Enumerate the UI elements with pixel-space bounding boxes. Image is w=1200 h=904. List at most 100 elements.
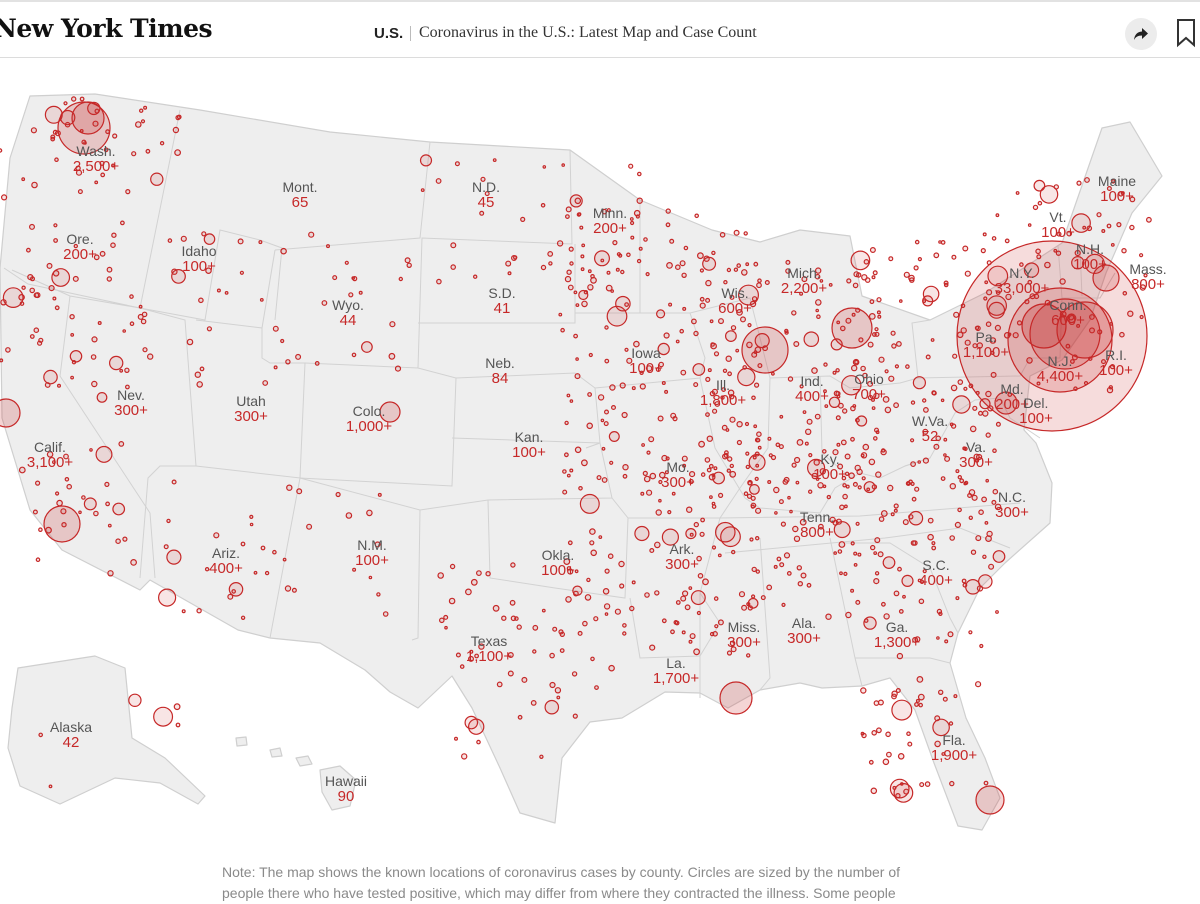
county-case-circle — [622, 631, 627, 636]
nyt-logo[interactable]: New York Times — [0, 14, 213, 43]
county-case-circle — [957, 379, 964, 385]
county-case-circle — [943, 453, 947, 457]
county-case-circle — [131, 151, 137, 157]
state-label: Ohio 700+ — [852, 372, 886, 402]
county-case-circle — [931, 545, 937, 551]
county-case-circle — [870, 544, 876, 551]
county-case-circle — [29, 223, 36, 230]
border-west-8 — [304, 149, 573, 369]
county-case-circle — [81, 495, 86, 500]
county-case-circle — [61, 522, 67, 528]
state-case-count: 400+ — [919, 571, 953, 589]
county-case-circle — [823, 362, 828, 367]
county-case-circle — [618, 253, 623, 258]
county-case-circle — [173, 703, 181, 711]
county-case-circle — [272, 325, 279, 332]
county-case-circle — [751, 296, 758, 302]
county-case-circle — [975, 535, 982, 542]
county-case-circle — [680, 369, 687, 376]
county-case-circle — [631, 580, 636, 585]
county-case-circle — [376, 592, 381, 597]
county-case-circle — [866, 487, 871, 492]
county-case-circle — [1071, 354, 1078, 361]
bookmark-button[interactable] — [1175, 18, 1197, 48]
county-case-circle — [79, 96, 85, 102]
county-case-circle — [60, 508, 67, 515]
border-south-1 — [719, 502, 1021, 519]
county-case-circle — [206, 326, 212, 332]
county-case-circle — [492, 158, 497, 162]
state-case-count: 1,800+ — [699, 391, 747, 409]
county-case-circle — [911, 496, 917, 502]
county-case-circle — [713, 596, 719, 601]
county-case-circle — [258, 240, 263, 245]
county-case-circle — [100, 172, 106, 178]
county-case-circle — [796, 439, 804, 446]
county-case-circle — [137, 313, 144, 320]
county-case-circle — [789, 509, 793, 514]
state-case-count: 2,500+ — [72, 157, 120, 175]
county-case-circle — [679, 260, 686, 267]
county-case-circle — [587, 284, 594, 291]
county-case-circle — [853, 563, 858, 567]
county-case-circle — [129, 321, 135, 327]
state-case-count: 1,900+ — [930, 746, 978, 764]
county-case-circle — [658, 498, 662, 503]
county-case-circle — [606, 305, 628, 327]
county-case-circle — [216, 288, 221, 293]
county-case-circle — [764, 280, 770, 286]
county-case-circle — [991, 499, 997, 505]
county-case-circle — [730, 325, 737, 331]
county-case-circle — [321, 300, 328, 306]
county-case-circle — [707, 368, 712, 373]
county-case-circle — [806, 458, 826, 477]
county-case-circle — [203, 233, 216, 245]
county-case-circle — [858, 337, 864, 343]
county-case-circle — [38, 337, 44, 343]
county-case-circle — [870, 787, 878, 795]
county-case-circle — [314, 361, 320, 366]
county-case-circle — [725, 355, 732, 362]
state-label: S.D. 41 — [488, 286, 515, 316]
section-link[interactable]: U.S. — [374, 25, 404, 42]
state-label: Va. 300+ — [959, 440, 993, 470]
county-case-circle — [1005, 293, 1012, 301]
state-label: Ala. 300+ — [787, 616, 821, 646]
county-case-circle — [908, 277, 915, 283]
county-case-circle — [227, 593, 234, 600]
border-south-2 — [724, 527, 1011, 554]
county-case-circle — [983, 296, 988, 301]
state-label: Vt. 100+ — [1041, 210, 1075, 240]
county-case-circle — [56, 383, 61, 388]
border-south-6 — [845, 542, 959, 634]
county-case-circle — [52, 296, 57, 301]
county-case-circle — [729, 394, 735, 400]
share-button[interactable] — [1125, 18, 1157, 50]
county-case-circle — [510, 562, 516, 568]
county-case-circle — [767, 480, 772, 485]
county-case-circle — [1076, 180, 1082, 186]
county-case-circle — [573, 290, 578, 295]
county-case-circle — [569, 261, 574, 266]
state-name: Wash. — [76, 143, 116, 159]
county-case-circle — [893, 503, 899, 509]
county-case-circle — [873, 700, 880, 706]
top-navigation-bar: New York Times U.S. Coronavirus in the U… — [0, 0, 1200, 58]
county-case-circle — [1027, 223, 1032, 227]
state-name: S.C. — [922, 557, 950, 573]
county-case-circle — [736, 263, 742, 268]
state-case-count: 100+ — [1041, 223, 1075, 241]
county-case-circle — [361, 341, 373, 353]
county-case-circle — [989, 337, 997, 344]
county-case-circle — [81, 139, 87, 145]
county-case-circle — [803, 331, 820, 347]
county-case-circle — [1127, 310, 1134, 317]
county-case-circle — [735, 348, 740, 353]
county-case-circle — [1037, 200, 1043, 206]
case-circle-nj-2 — [1021, 303, 1067, 349]
county-case-circle — [774, 511, 778, 515]
county-case-circle — [575, 357, 579, 361]
county-case-circle — [931, 390, 937, 396]
county-case-circle — [842, 483, 847, 488]
county-case-circle — [562, 469, 567, 474]
